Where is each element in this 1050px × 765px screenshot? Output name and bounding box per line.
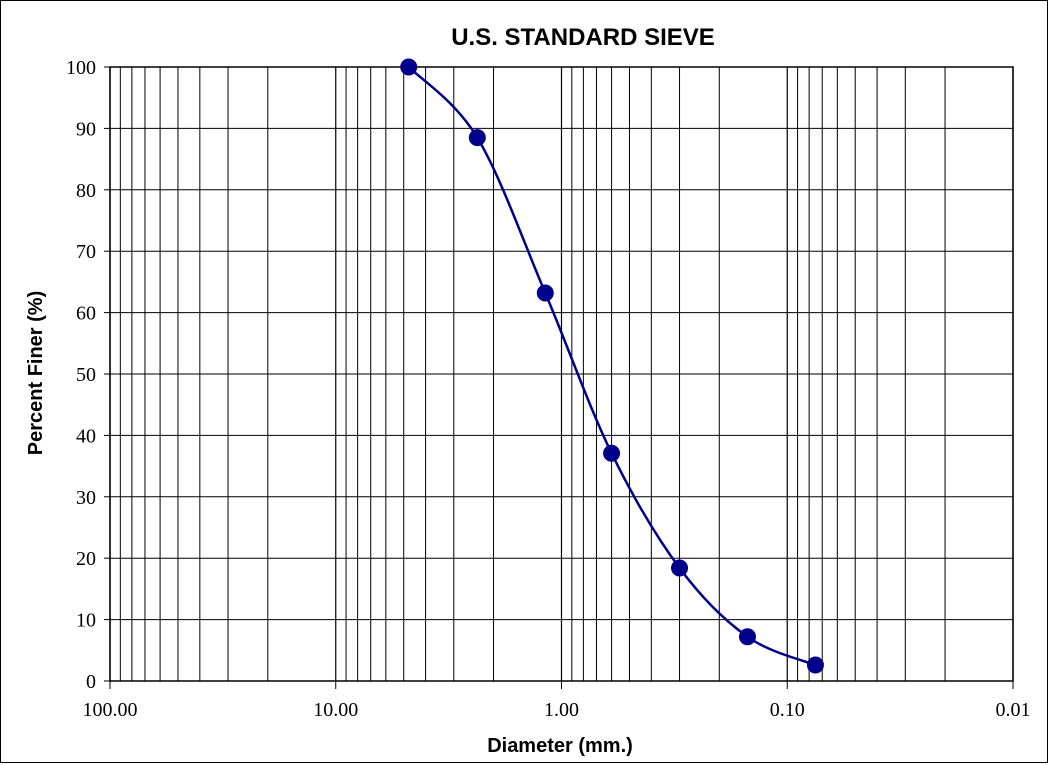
data-points	[400, 58, 824, 674]
x-tick-label: 1.00	[544, 699, 579, 721]
y-axis-ticks: 0 10 20 30 40 50 60 70 80 90 100	[66, 57, 110, 693]
data-point	[536, 284, 554, 302]
x-axis-label: Diameter (mm.)	[487, 735, 633, 757]
data-point	[671, 559, 689, 577]
y-tick-label: 100	[66, 57, 96, 79]
x-tick-label: 100.00	[83, 699, 138, 721]
y-tick-label: 20	[76, 548, 96, 570]
x-axis-ticks: 100.00 10.00 1.00 0.10 0.01	[83, 681, 1031, 721]
grid	[109, 66, 1014, 682]
y-tick-label: 90	[76, 118, 96, 140]
x-tick-label: 10.00	[313, 699, 358, 721]
y-tick-label: 30	[76, 487, 96, 509]
x-tick-label: 0.10	[770, 699, 805, 721]
y-tick-label: 40	[76, 425, 96, 447]
data-point	[603, 444, 621, 462]
y-tick-label: 60	[76, 303, 96, 325]
y-tick-label: 10	[76, 610, 96, 632]
y-tick-label: 80	[76, 180, 96, 202]
y-tick-label: 0	[86, 671, 96, 693]
data-point	[468, 129, 486, 147]
chart-title: U.S. STANDARD SIEVE	[451, 24, 715, 51]
data-point	[806, 656, 824, 674]
data-point	[738, 628, 756, 646]
y-axis-label: Percent Finer (%)	[25, 291, 47, 455]
y-tick-label: 50	[76, 364, 96, 386]
x-tick-label: 0.01	[996, 699, 1031, 721]
gradation-curve	[407, 66, 816, 667]
data-point	[400, 58, 418, 76]
y-tick-label: 70	[76, 241, 96, 263]
